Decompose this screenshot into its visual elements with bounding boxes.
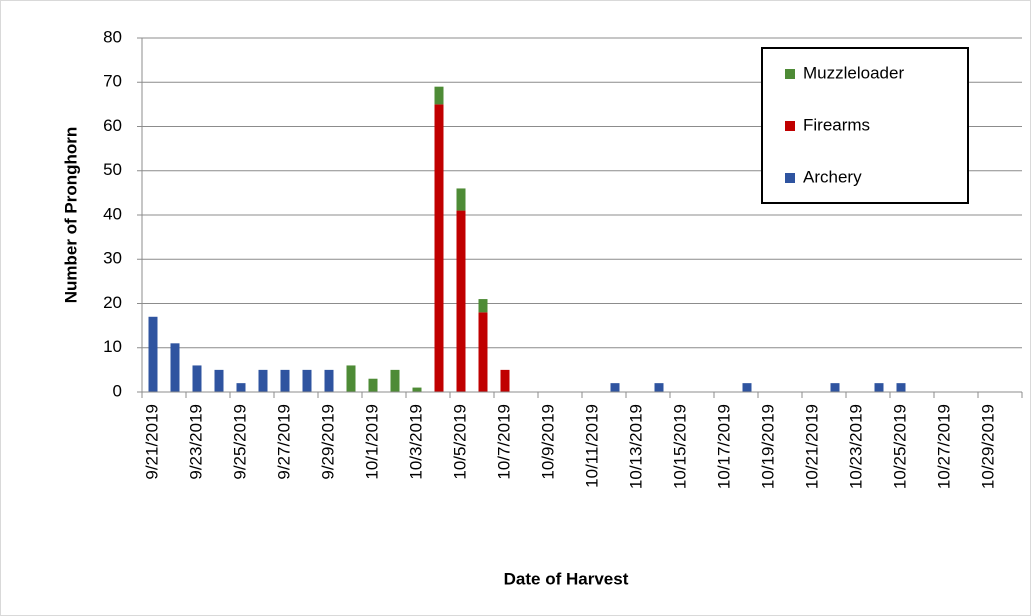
bar-segment — [434, 86, 444, 105]
y-tick-label: 0 — [113, 381, 122, 400]
x-tick-label: 10/9/2019 — [538, 404, 557, 480]
y-tick-label: 30 — [103, 249, 122, 268]
bar-segment — [368, 378, 378, 392]
y-tick-label: 60 — [103, 116, 122, 135]
x-tick-label: 10/11/2019 — [582, 404, 601, 488]
x-axis-title: Date of Harvest — [504, 569, 629, 588]
x-tick-label: 10/19/2019 — [758, 404, 777, 489]
legend-swatch — [785, 121, 795, 131]
y-tick-label: 50 — [103, 160, 122, 179]
x-tick-label: 9/23/2019 — [186, 404, 205, 480]
y-axis-title: Number of Pronghorn — [61, 127, 80, 304]
bar-segment — [258, 369, 268, 392]
bar-segment — [896, 383, 906, 392]
bar-segment — [456, 210, 466, 392]
x-tick-label: 10/13/2019 — [626, 404, 645, 489]
y-tick-label: 40 — [103, 204, 122, 223]
y-tick-label: 20 — [103, 293, 122, 312]
x-tick-label: 10/1/2019 — [362, 404, 381, 480]
bar-segment — [302, 369, 312, 392]
bar-segment — [654, 383, 664, 392]
legend-label: Archery — [803, 167, 862, 186]
bar-segment — [874, 383, 884, 392]
bar-segment — [742, 383, 752, 392]
x-tick-label: 10/3/2019 — [406, 404, 425, 480]
x-tick-label: 9/21/2019 — [142, 404, 161, 480]
bar-segment — [830, 383, 840, 392]
x-tick-label: 10/27/2019 — [934, 404, 953, 489]
bar-segment — [456, 188, 466, 211]
bar-segment — [236, 383, 246, 392]
legend-frame — [761, 47, 969, 204]
x-tick-label: 9/27/2019 — [274, 404, 293, 480]
legend: Muzzleloader Firearms Archery — [761, 47, 969, 204]
x-tick-label: 10/23/2019 — [846, 404, 865, 489]
y-tick-label: 10 — [103, 337, 122, 356]
bar-segment — [478, 299, 488, 313]
x-tick-label: 9/29/2019 — [318, 404, 337, 480]
bar-segment — [148, 316, 158, 392]
legend-swatch — [785, 69, 795, 79]
bar-segment — [390, 369, 400, 392]
bar-segment — [500, 369, 510, 392]
bar-segment — [434, 104, 444, 392]
bar-segment — [170, 343, 180, 392]
legend-label: Muzzleloader — [803, 63, 904, 82]
bar-segment — [214, 369, 224, 392]
x-tick-label: 10/29/2019 — [978, 404, 997, 489]
bar-segment — [412, 387, 422, 392]
legend-label: Firearms — [803, 115, 870, 134]
y-tick-label: 80 — [103, 27, 122, 46]
bar-segment — [324, 369, 334, 392]
x-tick-label: 10/21/2019 — [802, 404, 821, 489]
y-tick-label: 70 — [103, 72, 122, 91]
x-tick-label: 10/5/2019 — [450, 404, 469, 480]
x-tick-label: 10/15/2019 — [670, 404, 689, 489]
bar-segment — [280, 369, 290, 392]
x-tick-label: 9/25/2019 — [230, 404, 249, 480]
legend-swatch — [785, 173, 795, 183]
bar-segment — [346, 365, 356, 392]
x-tick-label: 10/25/2019 — [890, 404, 909, 489]
x-tick-label: 10/17/2019 — [714, 404, 733, 489]
bar-segment — [610, 383, 620, 392]
bar-segment — [192, 365, 202, 392]
x-tick-label: 10/7/2019 — [494, 404, 513, 480]
bar-segment — [478, 312, 488, 392]
